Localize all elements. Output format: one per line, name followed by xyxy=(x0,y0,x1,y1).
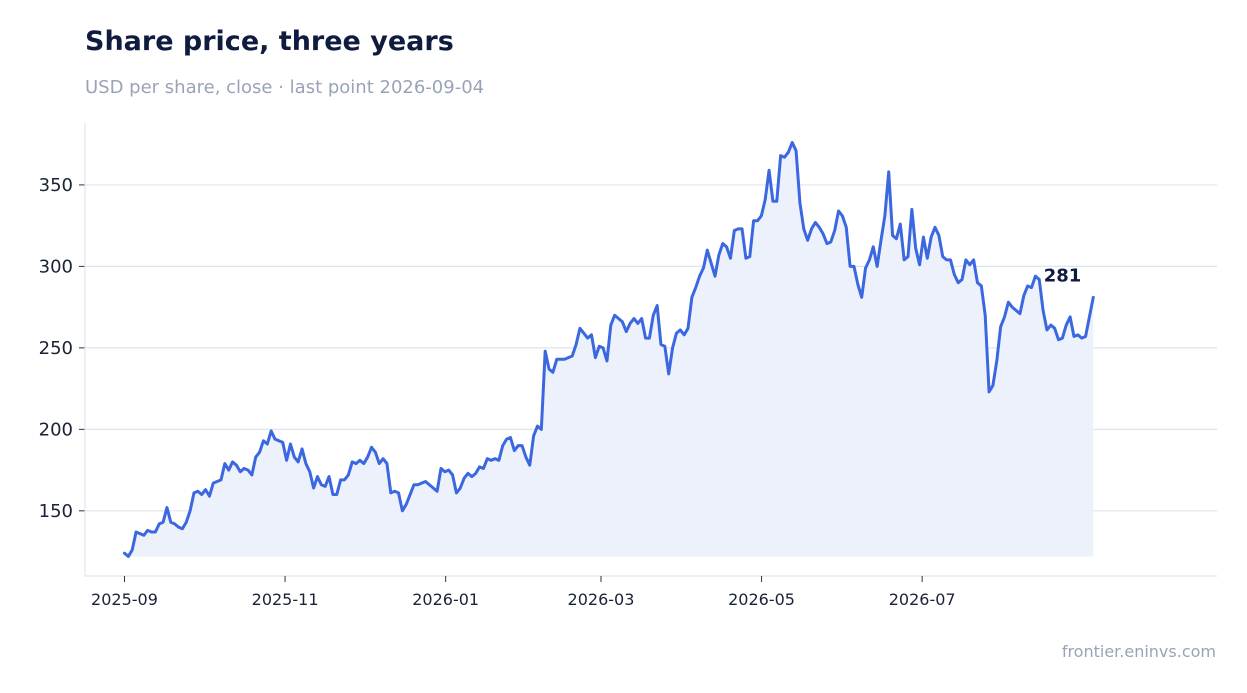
x-tick-label: 2025-11 xyxy=(252,590,319,609)
end-value-label: 281 xyxy=(1044,265,1082,286)
y-tick-label: 250 xyxy=(39,338,73,359)
x-tick-label: 2026-01 xyxy=(412,590,479,609)
series-line xyxy=(122,141,1095,558)
chart-title: Share price, three years xyxy=(85,26,454,57)
y-tick-label: 150 xyxy=(39,501,73,522)
x-tick-label: 2026-05 xyxy=(728,590,795,609)
axis-layer: 150 200 250 300 350 2025-09 2025-11 2026-01 2026… xyxy=(39,123,1217,609)
y-tick-label: 300 xyxy=(39,256,73,277)
label-layer: 281 xyxy=(1044,265,1082,286)
y-tick-label: 200 xyxy=(39,419,73,440)
x-tick-label: 2026-07 xyxy=(889,590,956,609)
chart-subtitle: USD per share, close · last point 2026-0… xyxy=(85,77,485,98)
line-layer xyxy=(122,141,1095,558)
x-tick-label: 2025-09 xyxy=(91,590,158,609)
y-tick-label: 350 xyxy=(39,175,73,196)
x-tick-label: 2026-03 xyxy=(568,590,635,609)
source-label: frontier.eninvs.com xyxy=(1061,642,1216,661)
